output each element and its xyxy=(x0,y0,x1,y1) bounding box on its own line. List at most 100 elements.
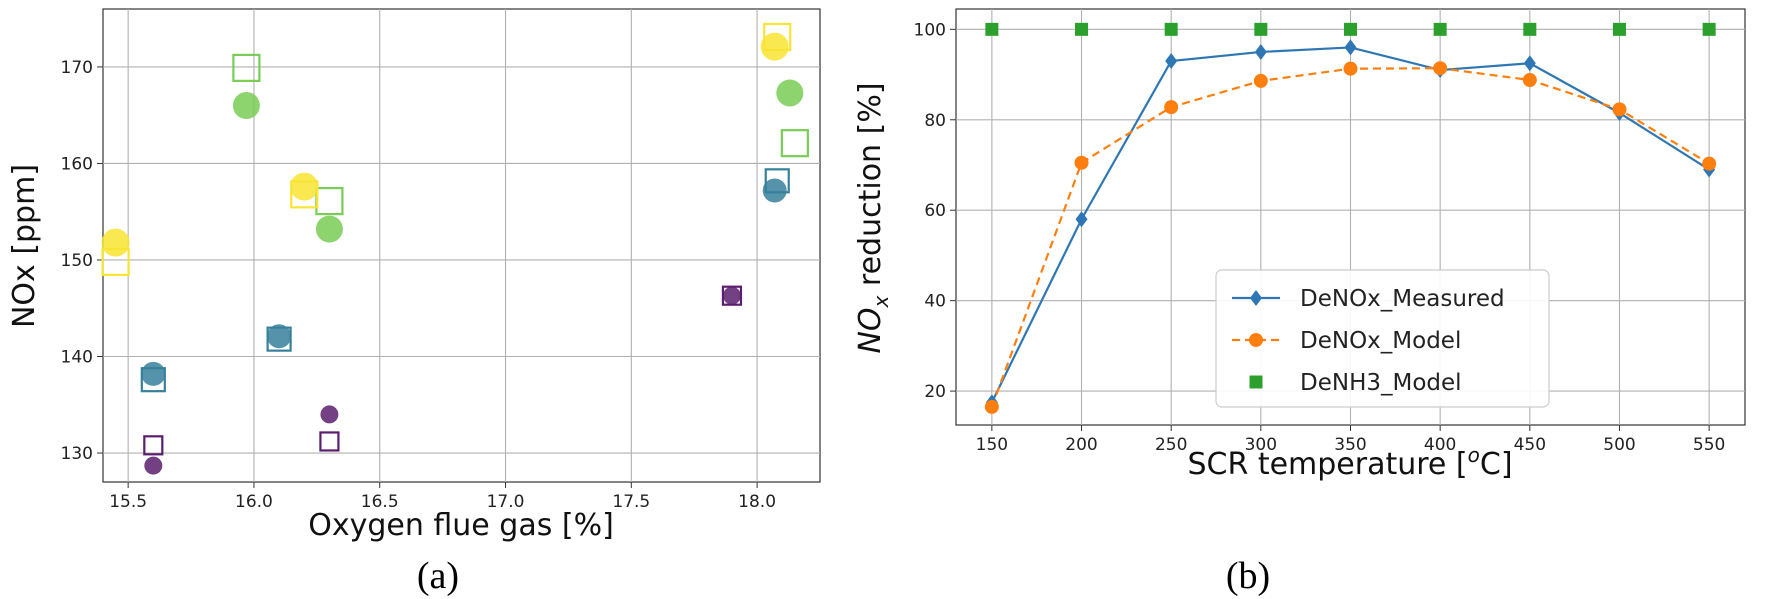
denox-model-marker xyxy=(1164,100,1179,115)
scatter-chart-a: 15.5 16.0 16.5 17.0 17.5 18.0130140150160170 … xyxy=(7,8,821,597)
scatter-point-circle xyxy=(320,405,339,424)
x-axis-label-a: Oxygen flue gas [%] xyxy=(308,508,614,543)
x-tick-label: 550 xyxy=(1693,435,1725,455)
y-tick-label: 150 xyxy=(61,251,93,271)
y-axis-label-a: NOx [ppm] xyxy=(7,164,42,328)
x-axis-label-b-unit: C] xyxy=(1480,447,1513,482)
scatter-point-circle xyxy=(776,79,804,107)
x-tick-label: 17.5 xyxy=(612,492,650,512)
x-tick-label: 150 xyxy=(976,435,1008,455)
denh3-model-marker xyxy=(1254,22,1268,36)
series-markers xyxy=(984,22,1717,414)
scatter-point-square xyxy=(763,22,792,52)
denh3-model-marker xyxy=(1344,22,1357,36)
x-axis-label-b: SCR temperature [oC] xyxy=(1187,443,1512,482)
denox-model-marker xyxy=(1074,155,1089,170)
x-tick-label: 500 xyxy=(1603,435,1635,455)
denox-model-marker xyxy=(1612,102,1627,117)
y-tick-label: 80 xyxy=(924,111,946,131)
legend-marker-denox-measured xyxy=(1250,290,1262,306)
scatter-point-square xyxy=(232,53,261,82)
y-tick-label: 140 xyxy=(61,348,93,368)
x-tick-label: 250 xyxy=(1155,435,1187,455)
gridlines-a xyxy=(103,9,820,482)
scatter-point-square xyxy=(140,367,166,393)
y-tick-label: 130 xyxy=(61,444,93,464)
scatter-point-circle xyxy=(232,92,260,120)
denox-model-marker xyxy=(1253,73,1268,88)
scatter-point-square xyxy=(319,431,340,452)
denox-measured-marker xyxy=(1075,211,1088,228)
scatter-point-circle xyxy=(267,324,292,349)
denh3-model-marker xyxy=(1702,22,1716,36)
scatter-point-square xyxy=(764,168,790,194)
x-tick-label: 17.0 xyxy=(487,492,525,512)
x-tick-label: 200 xyxy=(1065,435,1097,455)
plot-frame-a xyxy=(102,8,821,483)
denox-measured-marker xyxy=(1344,39,1357,56)
scatter-point-square xyxy=(290,180,319,209)
y-tick-label: 160 xyxy=(61,154,93,174)
denh3-model-marker xyxy=(1164,22,1178,36)
y-tick-label: 60 xyxy=(924,201,946,221)
x-axis-label-b-superscript: o xyxy=(1468,443,1480,467)
x-tick-label: 400 xyxy=(1424,435,1456,455)
scatter-point-square xyxy=(266,326,292,352)
line-chart-b: 150 200 250 300 350 400 450 500 550 20 40 60 80 100 S… xyxy=(853,8,1746,597)
denox-measured-marker xyxy=(1254,43,1267,60)
scatter-point-circle xyxy=(290,172,319,201)
x-tick-label: 16.5 xyxy=(361,492,399,512)
denh3-model-marker xyxy=(985,22,999,36)
legend-marker-denh3-model xyxy=(1249,375,1263,389)
scatter-point-circle xyxy=(144,456,163,475)
scatter-point-circle xyxy=(762,178,787,203)
denh3-model-marker xyxy=(1075,22,1089,36)
ticks-a: 15.5 16.0 16.5 17.0 17.5 18.0 130 140 150 160 170 xyxy=(61,58,776,512)
denh3-model-marker xyxy=(1612,22,1626,36)
denox-model-marker xyxy=(1702,156,1717,171)
scatter-points xyxy=(101,22,809,475)
legend-label-denox-measured: DeNOx_Measured xyxy=(1300,286,1505,312)
scatter-point-circle xyxy=(101,228,130,257)
y-axis-label-b-main: NO xyxy=(853,307,888,353)
denox-model-marker xyxy=(1522,72,1537,87)
x-tick-label: 350 xyxy=(1334,435,1366,455)
legend-label-denox-model: DeNOx_Model xyxy=(1300,328,1461,354)
scatter-point-circle xyxy=(760,32,789,61)
y-tick-label: 170 xyxy=(61,58,93,78)
legend: DeNOx_Measured DeNOx_Model DeNH3_Model xyxy=(1215,269,1550,408)
denox-model-marker xyxy=(1343,61,1358,76)
legend-box xyxy=(1215,269,1550,408)
legend-items: DeNOx_Measured DeNOx_Model DeNH3_Model xyxy=(1232,286,1505,396)
denh3-model-marker xyxy=(1523,22,1537,36)
x-tick-label: 15.5 xyxy=(109,492,147,512)
scatter-point-square xyxy=(143,435,164,456)
y-axis-label-b: NOx reduction [%] xyxy=(853,82,893,353)
denox-model-marker xyxy=(1433,61,1448,76)
panel-label-b: (b) xyxy=(1226,555,1270,597)
scatter-point-circle xyxy=(722,286,741,305)
denox-measured-marker xyxy=(1523,55,1536,72)
scatter-point-square xyxy=(780,129,809,158)
legend-marker-denox-model xyxy=(1249,333,1263,347)
scatter-point-square xyxy=(721,285,743,306)
y-tick-label: 20 xyxy=(924,382,946,402)
legend-label-denh3-model: DeNH3_Model xyxy=(1300,370,1462,396)
ticks-b: 150 200 250 300 350 400 450 500 550 20 40 60 80 100 xyxy=(914,20,1726,455)
x-tick-label: 300 xyxy=(1245,435,1277,455)
x-axis-label-b-text: SCR temperature [ xyxy=(1187,447,1467,482)
x-tick-label: 18.0 xyxy=(738,492,776,512)
denox-model-marker xyxy=(984,399,999,414)
scatter-point-circle xyxy=(141,361,166,386)
y-tick-label: 40 xyxy=(924,292,946,312)
y-axis-label-b-rest: reduction [%] xyxy=(853,82,888,295)
denh3-model-marker xyxy=(1433,22,1447,36)
y-axis-label-b-subscript: x xyxy=(869,295,893,308)
scatter-point-square xyxy=(101,247,130,277)
denox-measured-marker xyxy=(1165,53,1178,69)
x-tick-label: 16.0 xyxy=(235,492,273,512)
x-tick-label: 450 xyxy=(1514,435,1546,455)
panel-label-a: (a) xyxy=(417,555,459,597)
scatter-point-circle xyxy=(315,215,343,243)
